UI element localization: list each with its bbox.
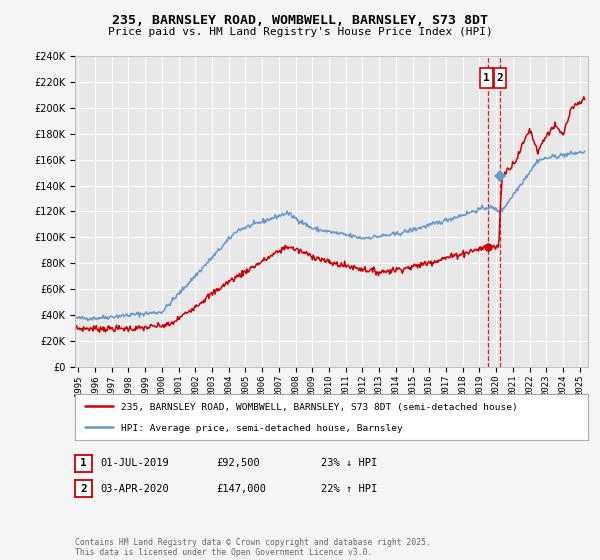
Text: £147,000: £147,000 <box>216 484 266 494</box>
Text: 2: 2 <box>80 484 87 494</box>
Text: 1: 1 <box>80 458 87 468</box>
FancyBboxPatch shape <box>480 68 493 88</box>
Text: 22% ↑ HPI: 22% ↑ HPI <box>321 484 377 494</box>
Text: 1: 1 <box>483 73 490 83</box>
Text: HPI: Average price, semi-detached house, Barnsley: HPI: Average price, semi-detached house,… <box>121 424 403 433</box>
Text: 03-APR-2020: 03-APR-2020 <box>101 484 170 494</box>
FancyBboxPatch shape <box>494 68 506 88</box>
Text: 235, BARNSLEY ROAD, WOMBWELL, BARNSLEY, S73 8DT: 235, BARNSLEY ROAD, WOMBWELL, BARNSLEY, … <box>112 14 488 27</box>
Text: 235, BARNSLEY ROAD, WOMBWELL, BARNSLEY, S73 8DT (semi-detached house): 235, BARNSLEY ROAD, WOMBWELL, BARNSLEY, … <box>121 403 518 412</box>
Text: Price paid vs. HM Land Registry's House Price Index (HPI): Price paid vs. HM Land Registry's House … <box>107 27 493 37</box>
Text: £92,500: £92,500 <box>216 458 260 468</box>
Text: 01-JUL-2019: 01-JUL-2019 <box>101 458 170 468</box>
Text: 23% ↓ HPI: 23% ↓ HPI <box>321 458 377 468</box>
Text: 2: 2 <box>496 73 503 83</box>
Text: Contains HM Land Registry data © Crown copyright and database right 2025.
This d: Contains HM Land Registry data © Crown c… <box>75 538 431 557</box>
